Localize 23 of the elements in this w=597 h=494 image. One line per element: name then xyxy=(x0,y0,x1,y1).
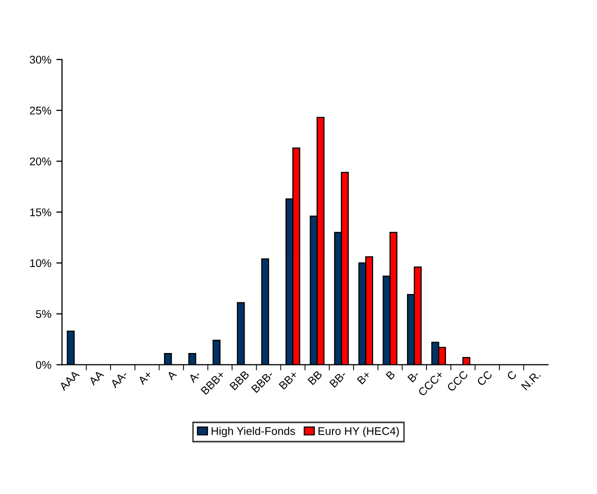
y-tick-label: 10% xyxy=(30,259,52,268)
legend-label: Euro HY (HEC4) xyxy=(318,426,399,438)
y-tick-label: 25% xyxy=(30,106,52,114)
x-tick-label: CC xyxy=(476,370,493,386)
x-tick-label: BB- xyxy=(329,370,347,388)
x-tick-label: AA xyxy=(88,370,104,386)
x-tick-label: BB xyxy=(308,370,322,386)
x-tick-label: AA- xyxy=(110,370,128,388)
y-tick-label: 30% xyxy=(30,56,52,64)
x-tick-label: BB+ xyxy=(278,370,298,390)
x-tick-label: B- xyxy=(407,370,420,382)
x-tick-label: A xyxy=(166,370,178,380)
x-tick-label: C xyxy=(506,370,518,381)
x-tick-label: A- xyxy=(188,370,201,384)
x-tick-label: B xyxy=(386,370,396,380)
x-tick-label: B+ xyxy=(356,370,372,384)
y-tick-label: 0% xyxy=(36,360,52,369)
y-tick-label: 5% xyxy=(36,310,52,318)
x-tick-label: A+ xyxy=(138,370,152,386)
y-tick-label: 20% xyxy=(30,158,52,166)
x-tick-label: N.R. xyxy=(521,370,541,390)
legend-label: High Yield-Fonds xyxy=(212,426,296,438)
y-tick-label: 15% xyxy=(30,208,52,216)
